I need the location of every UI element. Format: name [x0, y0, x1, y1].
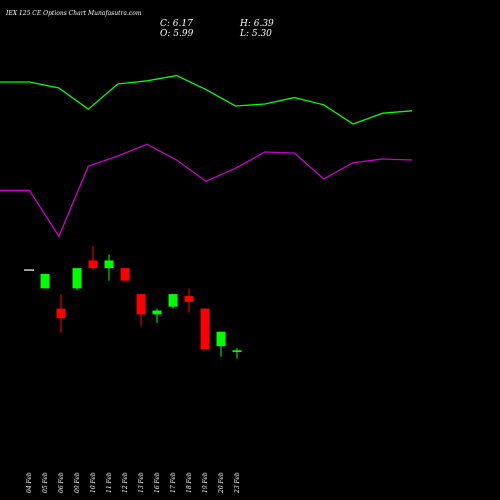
candle-body: [152, 310, 162, 315]
x-tick-label: 06 Feb: [58, 472, 65, 493]
candle-10: [168, 294, 178, 309]
close-value: C: 6.17: [160, 19, 193, 29]
x-tick-label: 11 Feb: [106, 472, 113, 493]
candle-body: [232, 350, 242, 353]
x-tick-label: 10 Feb: [90, 472, 97, 493]
candle-13: [216, 331, 226, 357]
x-tick-label: 04 Feb: [26, 472, 33, 493]
high-value: H: 6.39: [239, 19, 274, 29]
indicator-lines: [0, 74, 413, 238]
candle-body: [184, 296, 194, 302]
candle-8: [136, 294, 146, 326]
candle-body: [56, 308, 66, 319]
x-tick-label: 18 Feb: [186, 472, 193, 493]
x-tick-label: 17 Feb: [170, 472, 177, 493]
low-value: L: 5.30: [239, 29, 272, 39]
x-tick-label: 12 Feb: [122, 472, 129, 493]
candle-12: [200, 308, 210, 350]
candles: [24, 246, 242, 359]
candle-11: [184, 288, 194, 313]
candle-body: [72, 268, 82, 289]
open-value: O: 5.99: [160, 29, 194, 39]
candle-body: [200, 308, 210, 350]
x-tick-label: 23 Feb: [234, 472, 241, 494]
candle-body: [136, 294, 146, 315]
candle-2: [40, 273, 50, 289]
x-tick-label: 09 Feb: [74, 472, 81, 493]
candle-5: [88, 246, 98, 271]
x-tick-label: 20 Feb: [218, 472, 225, 494]
x-axis-ticks: 04 Feb 05 Feb 06 Feb 09 Feb 10 Feb 11 Feb 12 F…: [26, 472, 241, 494]
candle-7: [120, 268, 130, 281]
indicator-line-2: [0, 143, 413, 238]
candle-body: [120, 268, 130, 281]
x-tick-label: 19 Feb: [202, 472, 209, 493]
candle-body: [216, 331, 226, 347]
x-tick-label: 13 Feb: [138, 472, 145, 493]
candle-9: [152, 308, 162, 324]
candle-3: [56, 294, 66, 333]
candle-body: [40, 273, 50, 289]
chart-title: IEX 125 CE Options Chart Munafasutra.com: [5, 10, 142, 17]
candle-4: [72, 268, 82, 291]
candle-body: [168, 294, 178, 307]
candle-6: [104, 254, 114, 281]
x-tick-label: 16 Feb: [154, 472, 161, 493]
candle-body: [88, 260, 98, 269]
indicator-line-1: [0, 74, 413, 125]
candle-body: [104, 260, 114, 269]
x-tick-label: 05 Feb: [42, 472, 49, 493]
candle-14: [232, 348, 242, 359]
